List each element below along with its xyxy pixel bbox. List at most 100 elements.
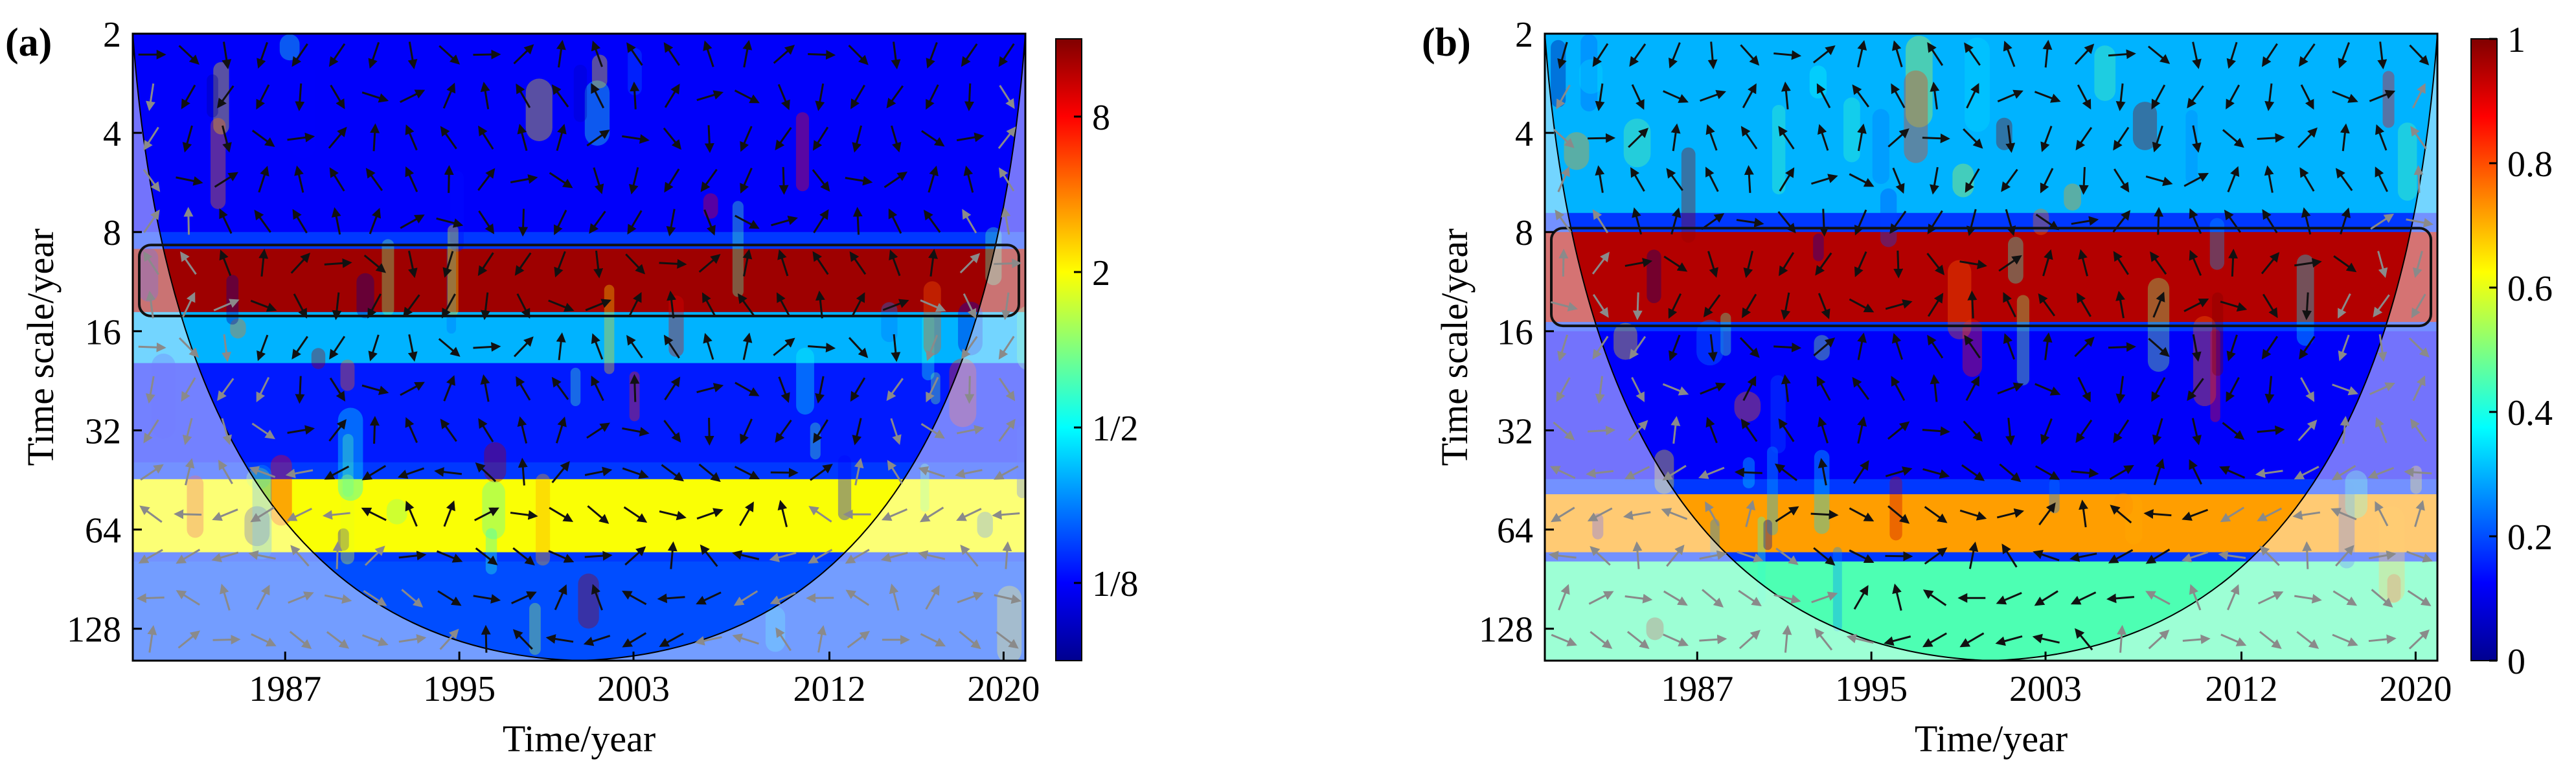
panel-a: (a) 1987 1995 2003 2012 2020 2 4 8 16 32 64 128 Ti… bbox=[5, 15, 1139, 760]
panel-a-texture bbox=[795, 112, 810, 192]
panel-a-phase-arrow bbox=[852, 125, 863, 153]
panel-a-texture bbox=[529, 602, 541, 655]
panel-b-phase-arrow bbox=[1854, 251, 1867, 277]
panel-b-phase-arrow bbox=[1849, 173, 1875, 187]
panel-a-phase-arrow bbox=[808, 549, 833, 564]
panel-b-phase-arrow bbox=[2145, 549, 2171, 564]
panel-a-phase-arrow bbox=[444, 165, 454, 193]
panel-b-phase-arrow bbox=[2189, 459, 2202, 485]
panel-a-phase-arrow bbox=[920, 423, 945, 439]
panel-a-phase-arrow bbox=[848, 45, 869, 65]
panel-b-texture bbox=[1814, 450, 1830, 534]
panel-b-phase-arrow bbox=[2301, 207, 2312, 235]
panel-a-phase-arrow bbox=[146, 83, 155, 111]
panel-a-phase-arrow bbox=[659, 258, 687, 269]
panel-b-phase-arrow bbox=[1632, 207, 1643, 235]
panel-b-phase-arrow bbox=[1811, 591, 1838, 604]
panel-b-phase-arrow bbox=[2040, 168, 2054, 194]
panel-a-phase-arrow bbox=[587, 505, 610, 524]
panel-a-phase-arrow bbox=[291, 43, 308, 67]
panel-a-phase-arrow bbox=[254, 209, 271, 233]
panel-b-texture bbox=[1720, 312, 1731, 356]
panel-b-phase-arrow bbox=[1551, 507, 1575, 523]
panel-a-phase-arrow bbox=[326, 631, 350, 649]
panel-a-texture bbox=[151, 353, 176, 439]
panel-b-phase-arrow bbox=[2218, 551, 2246, 560]
panel-a-phase-arrow bbox=[331, 207, 341, 235]
panel-a-phase-arrow bbox=[251, 422, 275, 439]
panel-a-texture bbox=[668, 295, 684, 357]
panel-a-phase-arrow bbox=[700, 544, 718, 567]
panel-a-texture bbox=[340, 359, 355, 391]
panel-a-colorbar-tick-label: 1/2 bbox=[1092, 409, 1139, 449]
panel-b-phase-arrow bbox=[2148, 337, 2170, 358]
panel-a-phase-arrow bbox=[920, 633, 946, 647]
panel-b-phase-arrow bbox=[2152, 418, 2163, 446]
panel-a-phase-arrow bbox=[363, 590, 387, 606]
panel-a-phase-arrow bbox=[361, 507, 387, 521]
panel-b-phase-arrow bbox=[1927, 42, 1944, 66]
panel-b-phase-arrow bbox=[2183, 299, 2209, 312]
panel-b-phase-arrow bbox=[2377, 41, 2388, 70]
panel-b-phase-arrow bbox=[1632, 541, 1643, 569]
panel-a-phase-arrow bbox=[295, 376, 305, 404]
panel-b-texture bbox=[2125, 495, 2143, 545]
panel-a-phase-arrow bbox=[849, 251, 867, 275]
panel-a-phase-arrow bbox=[322, 510, 350, 520]
panel-a-phase-arrow bbox=[251, 130, 275, 147]
panel-a-phase-arrow bbox=[742, 249, 753, 277]
panel-b-phase-arrow bbox=[1557, 41, 1568, 69]
panel-b-phase-arrow bbox=[1779, 252, 1795, 277]
panel-a-phase-arrow bbox=[815, 376, 825, 404]
panel-a-phase-arrow bbox=[734, 466, 760, 479]
panel-a-phase-arrow bbox=[776, 292, 791, 317]
panel-b-phase-arrow bbox=[1887, 128, 1909, 148]
panel-b-texture bbox=[2296, 255, 2314, 346]
panel-b-texture bbox=[2345, 470, 2368, 519]
panel-b-phase-arrow bbox=[1930, 166, 1939, 195]
panel-a-phase-arrow bbox=[556, 40, 566, 68]
panel-a-texture bbox=[450, 170, 464, 252]
panel-b-phase-arrow bbox=[1997, 382, 2024, 395]
panel-b-phase-arrow bbox=[2071, 216, 2099, 226]
panel-a-phase-arrow bbox=[549, 172, 573, 188]
panel-b-phase-arrow bbox=[2370, 213, 2395, 230]
panel-a-phase-arrow bbox=[769, 552, 797, 562]
panel-a-phase-arrow bbox=[963, 293, 977, 319]
panel-b-phase-arrow bbox=[2340, 416, 2350, 444]
panel-a-phase-arrow bbox=[696, 508, 724, 520]
panel-a-phase-arrow bbox=[703, 209, 716, 236]
panel-b-phase-arrow bbox=[1590, 631, 1613, 649]
panel-b-phase-arrow bbox=[2113, 126, 2130, 151]
panel-b-phase-arrow bbox=[2220, 507, 2245, 523]
panel-b-phase-arrow bbox=[2332, 590, 2358, 606]
panel-b-texture bbox=[2212, 292, 2224, 376]
panel-a-phase-arrow bbox=[733, 590, 758, 606]
panel-a-phase-arrow bbox=[812, 251, 829, 275]
panel-b-phase-arrow bbox=[2333, 255, 2357, 273]
panel-a-phase-arrow bbox=[443, 375, 455, 402]
panel-a-coi-shade-right bbox=[579, 34, 1025, 661]
panel-a-phase-arrow bbox=[212, 508, 238, 521]
panel-a-phase-arrow bbox=[694, 636, 722, 646]
panel-b-phase-arrow bbox=[2300, 84, 2314, 110]
panel-b-phase-arrow bbox=[2300, 377, 2315, 402]
panel-a-phase-arrow bbox=[554, 584, 567, 611]
panel-b-phase-arrow bbox=[2368, 550, 2397, 560]
panel-b-phase-arrow bbox=[1624, 593, 1653, 604]
panel-a-phase-arrow bbox=[622, 632, 647, 648]
panel-b-texture bbox=[1579, 59, 1603, 95]
panel-a-phase-arrow bbox=[622, 591, 647, 606]
panel-b-phase-arrow bbox=[1668, 293, 1682, 319]
panel-b-band-3 bbox=[1545, 494, 2437, 552]
panel-a-phase-arrow bbox=[398, 634, 427, 644]
panel-b-phase-arrow bbox=[2261, 336, 2279, 360]
panel-a-phase-arrow bbox=[961, 336, 978, 359]
panel-a-phase-arrow bbox=[183, 207, 194, 235]
panel-b-phase-arrow bbox=[1782, 624, 1792, 653]
panel-b-phase-arrow bbox=[1968, 541, 1979, 569]
panel-a-texture bbox=[187, 475, 204, 538]
panel-a-plot bbox=[131, 32, 1027, 662]
panel-b-phase-arrow bbox=[2377, 334, 2388, 362]
